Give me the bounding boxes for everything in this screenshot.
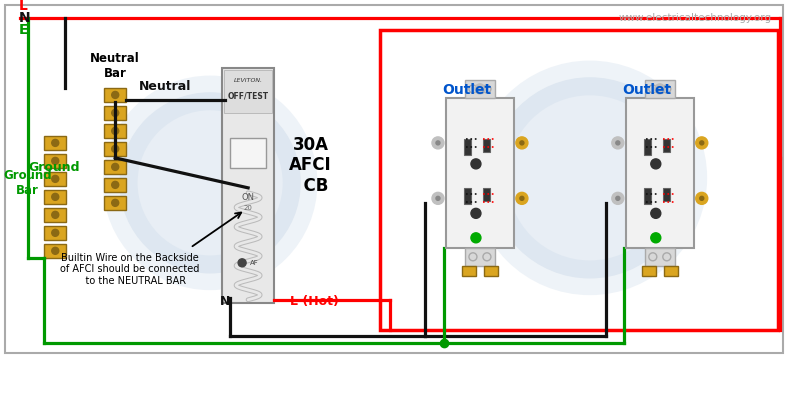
Text: N: N [220, 295, 231, 308]
Bar [44, 154, 66, 168]
Circle shape [520, 141, 524, 145]
Circle shape [52, 247, 58, 254]
Text: Builtin Wire on the Backside
of AFCI should be connected
    to the NEUTRAL BAR: Builtin Wire on the Backside of AFCI sho… [60, 253, 200, 286]
Text: Wiring a Single Pole AFCI Breaker: Wiring a Single Pole AFCI Breaker [117, 372, 673, 400]
Text: OFF/TEST: OFF/TEST [228, 92, 269, 101]
Circle shape [700, 141, 704, 145]
Text: Outlet: Outlet [442, 83, 491, 97]
Bar [645, 248, 675, 266]
Circle shape [651, 233, 660, 243]
Bar [644, 139, 651, 155]
Bar [664, 266, 678, 276]
Bar [104, 106, 126, 120]
Circle shape [52, 193, 58, 200]
Bar [104, 88, 126, 102]
Bar [44, 244, 66, 258]
Bar [104, 142, 126, 156]
Bar [462, 266, 476, 276]
Text: L (Hot): L (Hot) [290, 295, 339, 308]
Text: Ground: Ground [28, 161, 80, 174]
Circle shape [52, 157, 58, 164]
Text: Outlet: Outlet [622, 83, 671, 97]
Bar [465, 248, 495, 266]
Circle shape [432, 193, 444, 204]
Circle shape [52, 211, 58, 218]
Circle shape [120, 93, 300, 273]
Circle shape [436, 196, 440, 200]
Bar [464, 188, 471, 204]
Text: E: E [18, 23, 28, 37]
Circle shape [111, 199, 118, 206]
Text: Neutral
Bar: Neutral Bar [90, 52, 140, 80]
Bar [104, 196, 126, 210]
Circle shape [516, 137, 528, 149]
Circle shape [52, 139, 58, 146]
Bar [44, 226, 66, 240]
Circle shape [490, 78, 690, 278]
Circle shape [611, 137, 624, 149]
Bar [626, 98, 694, 248]
Circle shape [111, 164, 118, 171]
Bar [464, 139, 471, 155]
Text: LEVITON.: LEVITON. [234, 78, 262, 83]
Bar [380, 30, 777, 330]
Circle shape [616, 141, 620, 145]
Bar [44, 172, 66, 186]
Circle shape [696, 137, 708, 149]
Text: N: N [18, 11, 30, 25]
Bar [104, 160, 126, 174]
Bar [44, 136, 66, 150]
Circle shape [475, 84, 485, 94]
Bar [663, 139, 670, 152]
Bar [663, 188, 670, 201]
Circle shape [111, 110, 118, 117]
Text: 20: 20 [243, 205, 253, 211]
Circle shape [471, 208, 481, 218]
Circle shape [432, 137, 444, 149]
Circle shape [111, 91, 118, 98]
Circle shape [238, 259, 246, 267]
Bar [230, 138, 266, 168]
Bar [224, 70, 272, 113]
Circle shape [655, 84, 665, 94]
Text: Ground
Bar: Ground Bar [3, 169, 51, 197]
Bar [222, 68, 274, 303]
Circle shape [651, 159, 660, 169]
Circle shape [471, 233, 481, 243]
Circle shape [111, 127, 118, 134]
Circle shape [611, 193, 624, 204]
Circle shape [520, 196, 524, 200]
Bar [44, 190, 66, 204]
Text: 30A
AFCI
  CB: 30A AFCI CB [289, 136, 332, 195]
Text: www.electricaltechnology.org: www.electricaltechnology.org [619, 13, 772, 23]
Bar [465, 80, 495, 98]
Text: Neutral: Neutral [139, 80, 191, 93]
Circle shape [471, 159, 481, 169]
Bar [641, 266, 656, 276]
Circle shape [436, 141, 440, 145]
Bar [483, 188, 490, 201]
Bar [104, 124, 126, 138]
Circle shape [516, 193, 528, 204]
Text: L: L [18, 0, 27, 13]
Circle shape [616, 196, 620, 200]
Bar [645, 80, 675, 98]
Bar [484, 266, 498, 276]
Bar [44, 208, 66, 222]
Bar [483, 139, 490, 152]
Circle shape [696, 193, 708, 204]
Circle shape [52, 229, 58, 236]
Circle shape [111, 181, 118, 188]
Bar [644, 188, 651, 204]
Text: AF: AF [250, 260, 259, 266]
Circle shape [52, 176, 58, 182]
Bar [446, 98, 514, 248]
Circle shape [700, 196, 704, 200]
Bar [104, 178, 126, 192]
Text: ON: ON [242, 193, 254, 202]
Circle shape [111, 145, 118, 152]
Circle shape [651, 208, 660, 218]
